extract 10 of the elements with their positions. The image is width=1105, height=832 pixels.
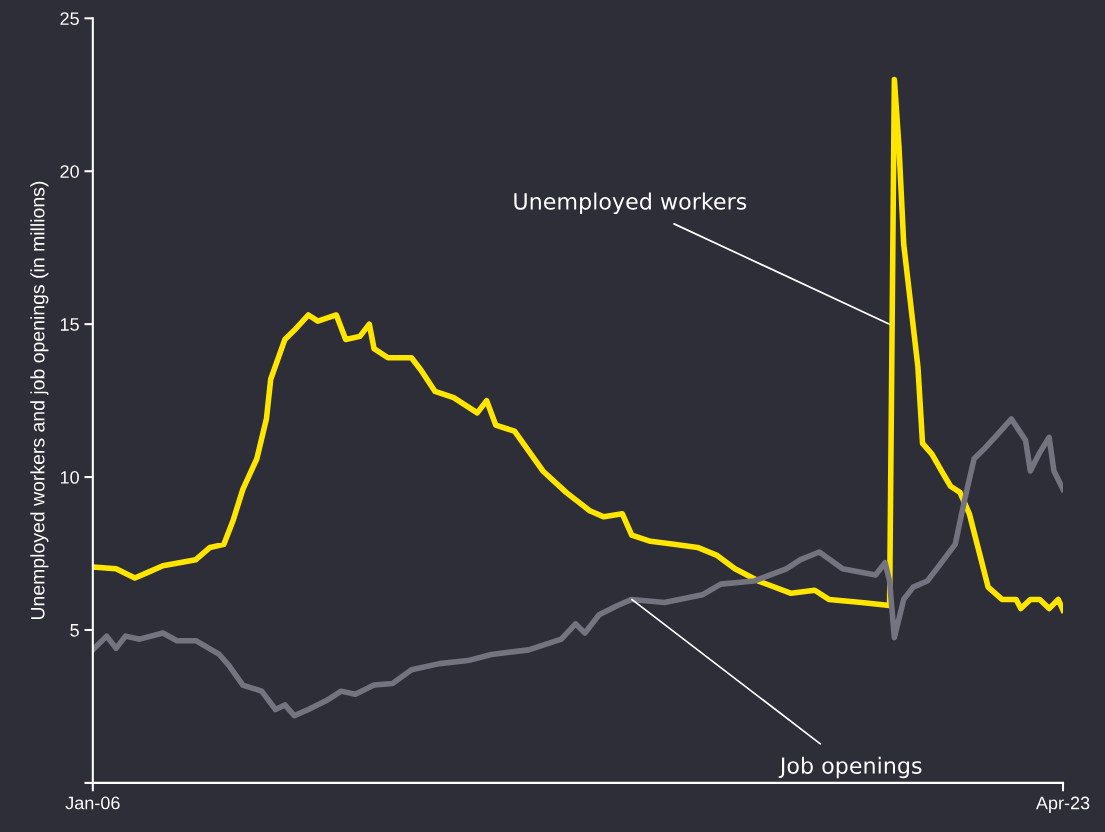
y-tick-label: 10 [60, 471, 79, 484]
y-tick-label: 5 [70, 624, 79, 637]
annotation: Job openings [778, 756, 922, 779]
y-tick-label: 15 [60, 318, 79, 331]
x-tick-label: Apr-23 [1035, 796, 1090, 813]
y-tick-label: 25 [60, 12, 79, 26]
y-axis-title: Unemployed workers and job openings (in millions) [30, 181, 49, 620]
y-tick-label: 20 [60, 165, 79, 178]
annotation: Unemployed workers [514, 192, 747, 215]
x-tick-label: Jan-06 [65, 796, 120, 810]
